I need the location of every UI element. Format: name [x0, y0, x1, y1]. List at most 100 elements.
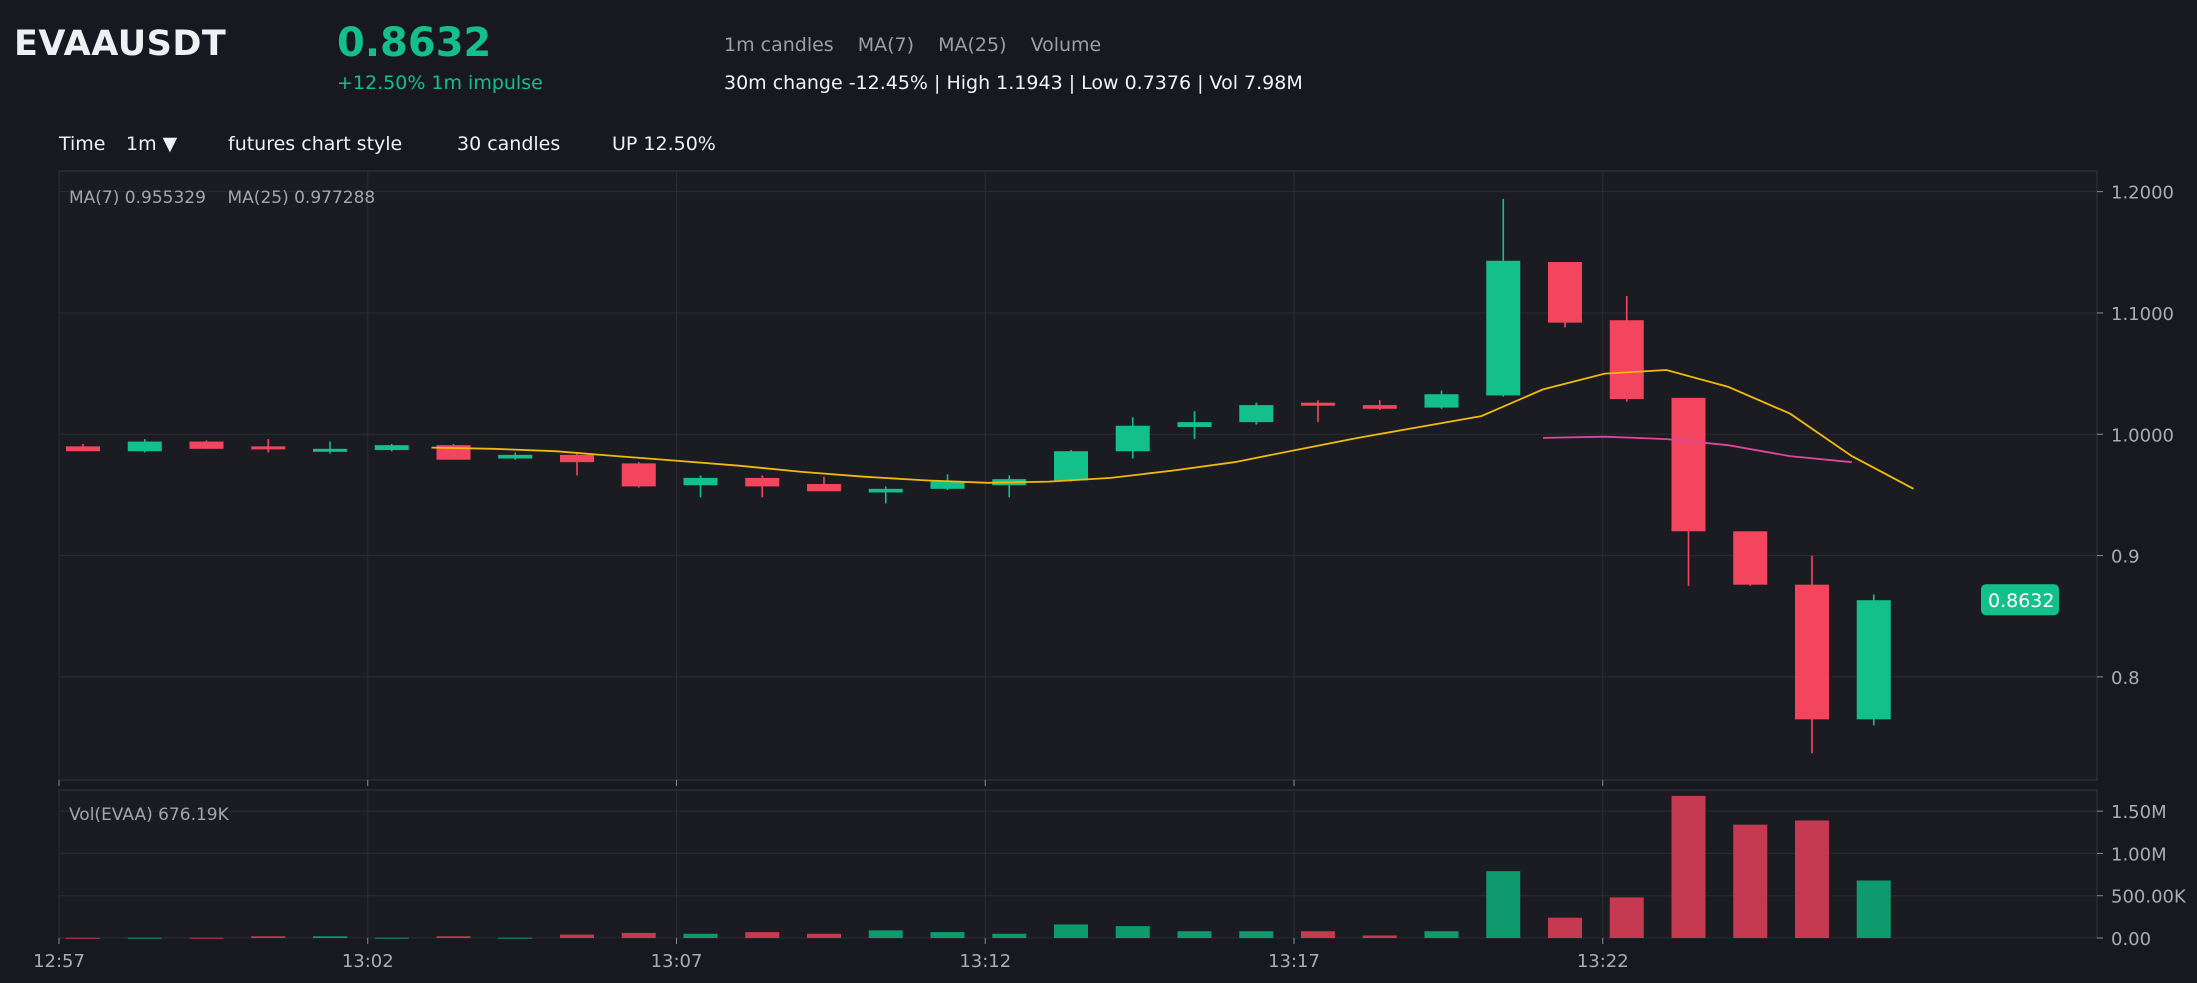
time-axis: 12:57 13:02 13:07 13:12 13:17 13:22: [33, 780, 1629, 972]
volume-bar: [436, 936, 471, 938]
volume-bar: [374, 937, 409, 939]
last-price: 0.8632: [337, 20, 492, 66]
last-price-tag-text: 0.8632: [1988, 590, 2054, 612]
legend-ma25: MA(25): [938, 34, 1007, 56]
time-tick-label: 13:07: [651, 951, 703, 972]
price-tick-label: 0.8: [2111, 668, 2140, 689]
volume-tick-label: 500.00K: [2111, 887, 2187, 908]
legend-volume: Volume: [1030, 34, 1102, 56]
volume-bar: [621, 932, 656, 938]
volume-panel: [58, 789, 2098, 939]
volume-bar: [745, 932, 780, 938]
symbol-title: EVAAUSDT: [14, 24, 227, 64]
candle-body: [1301, 402, 1335, 406]
candle-body: [374, 445, 409, 451]
change-indicator: UP 12.50%: [612, 133, 716, 155]
volume-bars: [66, 795, 1891, 939]
volume-bar: [1362, 935, 1397, 938]
volume-tick-label: 1.50M: [2111, 802, 2167, 823]
candle-body: [1671, 397, 1706, 532]
volume-bar: [1671, 795, 1706, 938]
candle-body: [498, 454, 533, 459]
volume-bar: [868, 930, 903, 938]
volume-bar: [251, 936, 286, 938]
volume-bar: [1177, 931, 1212, 938]
impulse-label: +12.50% 1m impulse: [337, 72, 543, 94]
candle-body: [1362, 405, 1397, 409]
candle-body: [1733, 531, 1768, 585]
volume-bar: [683, 933, 718, 938]
ma25-line: [1542, 435, 1852, 464]
price-tick-label: 0.9: [2111, 547, 2140, 568]
time-tick-label: 13:17: [1268, 951, 1320, 972]
volume-bar: [1054, 924, 1088, 938]
candle-body: [1609, 320, 1644, 400]
volume-bar: [1856, 880, 1891, 938]
candle-body: [1115, 425, 1150, 452]
volume-bar: [189, 937, 224, 939]
volume-bar: [1424, 931, 1459, 938]
candle-body: [807, 483, 841, 492]
time-tick-label: 13:12: [959, 951, 1011, 972]
volume-value-label: Vol(EVAA) 676.19K: [69, 805, 230, 825]
candles: [66, 198, 1891, 754]
time-tick-label: 13:22: [1577, 951, 1629, 972]
volume-tick-label: 0.00: [2111, 929, 2151, 950]
candle-body: [1856, 600, 1891, 720]
volume-bar: [1548, 917, 1582, 938]
volume-bar: [1301, 931, 1335, 938]
time-tick-label: 13:02: [342, 951, 394, 972]
candle-body: [1424, 394, 1459, 408]
volume-bar: [313, 936, 347, 938]
candle-body: [1239, 405, 1274, 423]
volume-bar: [127, 937, 162, 939]
candle-body: [127, 441, 162, 452]
volume-tick-label: 1.00M: [2111, 844, 2167, 865]
candle-body: [66, 446, 100, 452]
legend-ma7: MA(7): [857, 34, 915, 56]
volume-bar: [1115, 926, 1150, 938]
candle-body: [868, 488, 903, 493]
volume-bar: [807, 933, 841, 938]
candle-body: [189, 441, 224, 449]
candle-body: [1486, 260, 1521, 396]
volume-axis: 1.50M 1.00M 500.00K 0.00: [2097, 802, 2187, 950]
volume-bar: [930, 932, 965, 938]
candle-body: [621, 463, 656, 487]
candle-body: [560, 454, 594, 463]
interval-dropdown[interactable]: 1m ▼: [126, 133, 178, 155]
candle-body: [683, 477, 718, 486]
volume-bar: [1486, 871, 1521, 938]
candle-body: [1054, 451, 1088, 481]
stats-summary: 30m change -12.45% | High 1.1943 | Low 0…: [724, 72, 1303, 94]
price-axis: 1.2000 1.1000 1.0000 0.9 0.8: [2097, 183, 2174, 689]
candle-body: [251, 446, 286, 450]
ma-values-label: MA(7) 0.955329 MA(25) 0.977288: [69, 188, 375, 208]
time-label: Time: [59, 133, 106, 155]
indicator-legend: 1m candles MA(7) MA(25) Volume: [724, 34, 1119, 56]
candle-body: [745, 477, 780, 487]
volume-bar: [1795, 820, 1829, 938]
time-tick-label: 12:57: [33, 951, 85, 972]
ma7-line: [431, 369, 1914, 490]
volume-bar: [1733, 824, 1768, 938]
candle-body: [1177, 422, 1212, 427]
price-tick-label: 1.1000: [2111, 304, 2174, 325]
price-tick-label: 1.0000: [2111, 425, 2174, 446]
candle-body: [1795, 584, 1829, 720]
volume-bar: [560, 934, 594, 938]
price-tick-label: 1.2000: [2111, 183, 2174, 204]
volume-bar: [498, 937, 533, 939]
candle-body: [1548, 261, 1582, 323]
volume-bar: [1609, 897, 1644, 938]
candle-body: [313, 448, 347, 452]
volume-bar: [992, 933, 1027, 938]
chart-style-button[interactable]: futures chart style: [228, 133, 403, 155]
volume-bar: [1239, 931, 1274, 938]
candle-body: [930, 481, 965, 489]
volume-bar: [66, 937, 100, 939]
candle-count-button[interactable]: 30 candles: [457, 133, 561, 155]
last-price-tag: 0.8632: [1981, 584, 2059, 616]
legend-candles: 1m candles: [724, 34, 834, 56]
